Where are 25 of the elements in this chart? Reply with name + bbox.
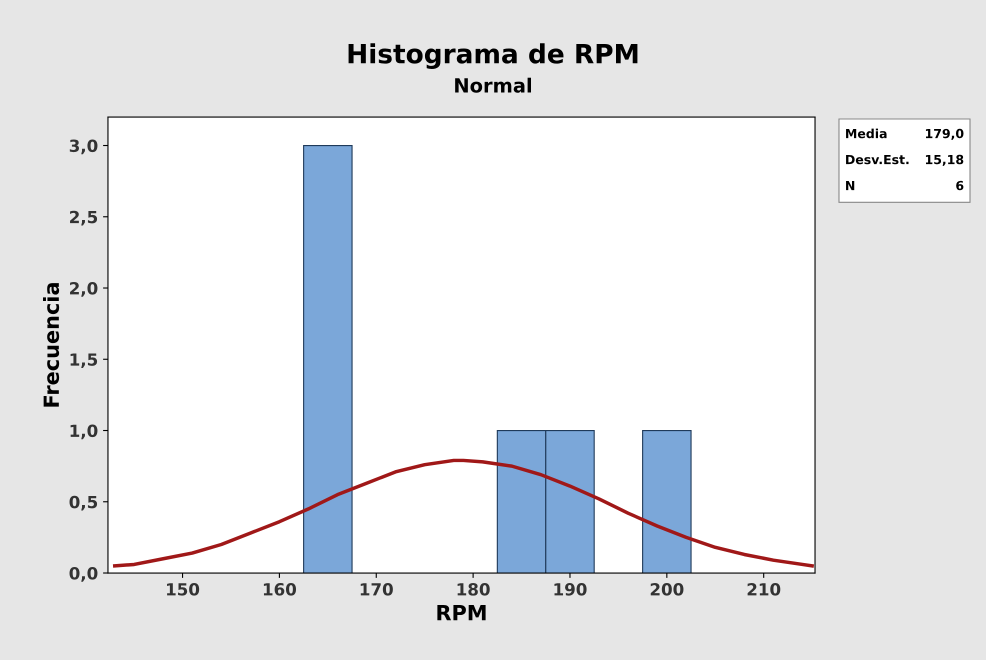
- text: 6: [956, 180, 964, 190]
- text: 15,18: [926, 154, 964, 166]
- y-tick-label: 3,0: [70, 139, 98, 154]
- y-tick-label: 0,5: [70, 496, 98, 510]
- x-tick-label: 190: [554, 583, 587, 596]
- x-tick-label: 150: [167, 583, 200, 596]
- text: N: [846, 180, 854, 190]
- y-axis-title: Frecuencia: [43, 283, 60, 407]
- chart-subtitle: Normal: [455, 78, 531, 93]
- y-tick-label: 2,0: [70, 282, 98, 297]
- text: Desv.Est.: [846, 154, 909, 164]
- text: 179,0: [926, 128, 964, 140]
- x-axis-title: RPM: [437, 605, 486, 620]
- y-tick-label: 2,5: [70, 210, 98, 226]
- x-tick-label: 210: [748, 583, 780, 596]
- y-tick-label: 1,0: [70, 424, 98, 440]
- y-tick-label: 0,0: [70, 566, 98, 582]
- x-tick-label: 170: [360, 583, 393, 596]
- line-series: [113, 458, 814, 568]
- x-tick-label: 180: [458, 583, 490, 596]
- text: Media: [846, 128, 887, 138]
- chart-title: Histograma de RPM: [348, 43, 638, 69]
- x-tick-label: 160: [264, 583, 296, 596]
- x-tick-label: 200: [650, 583, 684, 596]
- y-tick-label: 1,5: [70, 353, 98, 368]
